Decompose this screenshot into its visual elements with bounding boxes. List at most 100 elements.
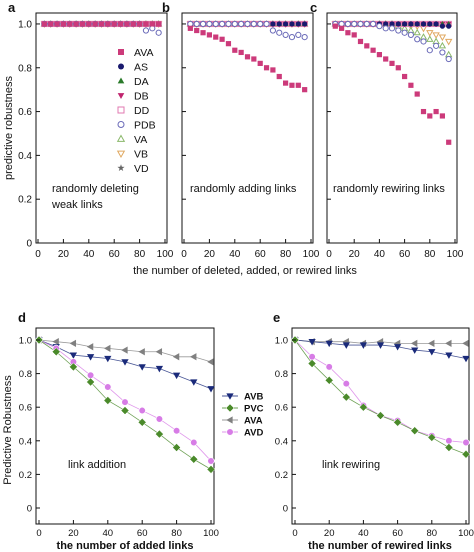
y-tick-label: 0.8 xyxy=(18,63,32,74)
data-point-as xyxy=(289,21,295,27)
data-point-pvc xyxy=(307,359,317,368)
panel-e-marks xyxy=(290,335,471,459)
panel-d: d Predictive Robustness the number of ad… xyxy=(2,310,219,552)
data-point-ava xyxy=(376,52,382,58)
panel-d-frame xyxy=(35,327,215,525)
data-point-pvc xyxy=(444,443,454,452)
data-point-avd xyxy=(207,457,215,465)
data-point-as xyxy=(433,21,439,27)
data-point-ava xyxy=(389,60,395,66)
panel-b: b randomly adding links 0 20 40 60 80 100 xyxy=(162,0,320,260)
panel-a-label: a xyxy=(8,0,16,15)
legend-label-da: DA xyxy=(134,76,149,88)
data-point-ava xyxy=(130,21,136,27)
panel-d-ticks: 0 20 40 60 80 100 0 0.2 0.4 0.6 0.8 1.0 xyxy=(19,336,219,540)
x-tick-label: 80 xyxy=(280,249,292,260)
legend-marker-ava xyxy=(118,49,124,55)
data-point-ava xyxy=(414,91,420,97)
data-point-as xyxy=(446,23,452,29)
data-point-pdb xyxy=(244,20,251,28)
x-tick-label: 60 xyxy=(109,249,121,260)
data-point-as xyxy=(420,21,427,27)
legend-label-avd: AVD xyxy=(244,428,263,439)
data-point-avb xyxy=(325,340,333,348)
data-point-as xyxy=(302,21,308,27)
data-point-va xyxy=(438,41,447,49)
legend-label-pdb: PDB xyxy=(134,120,156,132)
data-point-pvc xyxy=(324,376,334,385)
data-point-ava xyxy=(190,353,197,361)
x-tick-label: 0 xyxy=(36,528,41,539)
data-point-ava xyxy=(295,82,301,88)
x-tick-label: 20 xyxy=(324,528,335,539)
panel-e-frame xyxy=(291,327,470,525)
data-point-pdb xyxy=(219,20,226,28)
panel-b-annotation: randomly adding links xyxy=(190,183,297,195)
data-point-ava xyxy=(117,21,124,27)
y-tick-label: 1.0 xyxy=(19,336,32,347)
panel-e: e the number of rewired links link rewir… xyxy=(273,310,474,552)
y-tick-label: 1.0 xyxy=(18,19,32,30)
data-point-ava xyxy=(213,34,219,40)
data-point-pvc xyxy=(51,347,61,357)
data-point-ava xyxy=(232,47,238,53)
legend-marker-db xyxy=(117,93,125,99)
data-point-as xyxy=(389,21,395,27)
data-point-pdb xyxy=(363,20,370,28)
panel-d-marks xyxy=(34,335,216,474)
data-point-pdb xyxy=(263,20,270,28)
data-point-ava xyxy=(79,21,86,27)
x-tick-label: 40 xyxy=(358,528,369,539)
y-tick-label: 0.4 xyxy=(18,151,32,162)
legend-marker-vd xyxy=(117,164,125,172)
data-point-avb xyxy=(69,352,78,359)
data-point-ava xyxy=(244,54,251,60)
data-point-vb xyxy=(432,32,440,39)
x-tick-label: 0 xyxy=(292,528,297,539)
data-point-ava xyxy=(149,21,155,27)
top-shared-xlabel: the number of deleted, added, or rewired… xyxy=(133,265,357,277)
data-point-ava xyxy=(156,21,162,27)
x-tick-label: 20 xyxy=(204,249,216,260)
data-point-pvc xyxy=(341,392,351,402)
data-point-avd xyxy=(308,353,316,361)
x-tick-label: 40 xyxy=(103,528,114,539)
data-point-ava xyxy=(60,21,66,27)
panel-a-ylabel: predictive robustness xyxy=(3,76,15,180)
x-tick-label: 100 xyxy=(458,528,474,539)
y-tick-label: 1.0 xyxy=(275,336,288,347)
data-point-avb xyxy=(190,379,198,386)
data-point-ava xyxy=(187,25,193,31)
y-tick-label: 0.2 xyxy=(18,195,32,206)
data-point-pvc xyxy=(189,454,199,464)
legend-label-vb: VB xyxy=(134,149,148,161)
data-point-pdb xyxy=(401,29,408,36)
legend-marker-pdb xyxy=(117,121,125,128)
data-point-vb xyxy=(438,34,447,42)
panel-c-marks xyxy=(331,19,453,145)
legend-label-dd: DD xyxy=(134,105,150,117)
legend-marker-ava xyxy=(226,416,233,424)
y-tick-label: 0.6 xyxy=(275,403,288,414)
panel-c: c randomly rewiring links 0 20 40 60 80 100 xyxy=(310,0,464,260)
data-point-pvc xyxy=(206,465,216,474)
data-point-ava xyxy=(48,21,54,27)
data-point-pdb xyxy=(301,33,308,41)
data-point-avb xyxy=(411,347,419,354)
data-point-ava xyxy=(86,21,92,27)
x-tick-label: 100 xyxy=(447,249,464,260)
data-point-avb xyxy=(308,339,316,346)
data-point-ava xyxy=(270,67,276,73)
y-tick-label: 0 xyxy=(283,504,288,515)
data-point-pdb xyxy=(276,29,283,36)
data-point-avb xyxy=(207,386,215,393)
data-point-pdb xyxy=(420,38,427,45)
panel-e-label: e xyxy=(273,310,280,325)
data-point-as xyxy=(439,23,445,29)
panel-c-frame xyxy=(326,12,458,244)
panel-b-marks xyxy=(186,19,309,93)
data-point-pdb xyxy=(414,36,421,43)
data-point-avb xyxy=(342,342,350,349)
data-point-pdb xyxy=(199,20,207,28)
